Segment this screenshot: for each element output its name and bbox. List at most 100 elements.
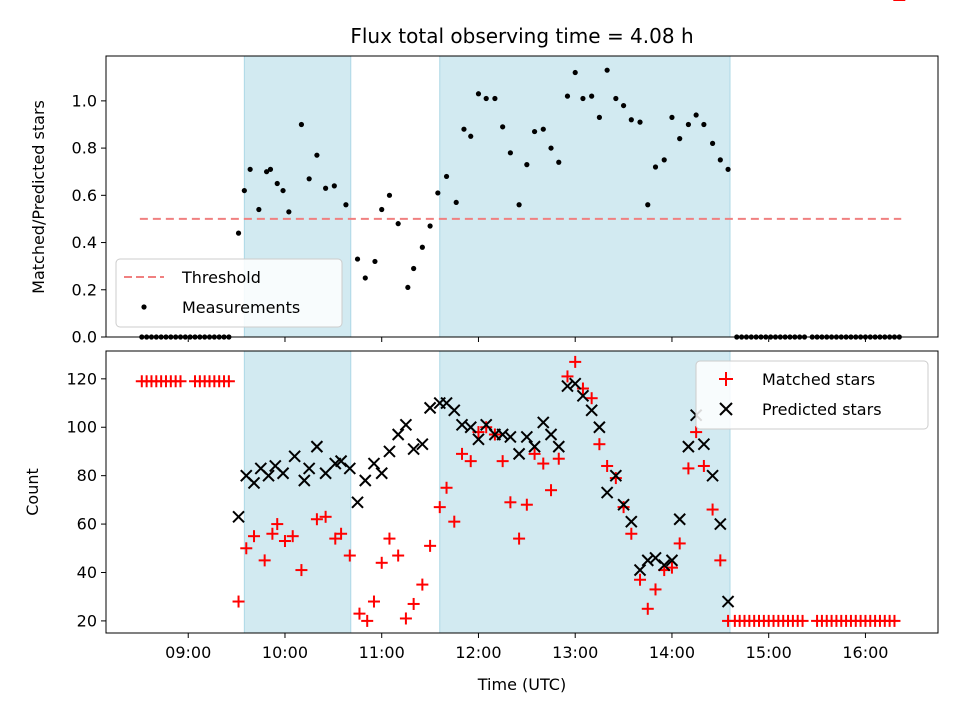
measurement-point bbox=[604, 67, 610, 73]
matched-star-point bbox=[545, 484, 558, 497]
predicted-star-point bbox=[298, 474, 311, 487]
matched-star-point bbox=[673, 537, 686, 550]
measurement-point bbox=[492, 95, 498, 102]
predicted-star-point bbox=[576, 389, 590, 402]
measurement-point bbox=[556, 159, 562, 165]
measurement-point bbox=[411, 265, 417, 272]
matched-star-point bbox=[440, 481, 453, 494]
matched-star-point bbox=[278, 535, 291, 548]
predicted-star-point bbox=[537, 416, 550, 429]
matched-star-point bbox=[399, 612, 412, 625]
measurement-point bbox=[331, 183, 337, 189]
matched-star-point bbox=[617, 501, 630, 514]
measurement-point bbox=[468, 133, 474, 139]
measurement-point bbox=[343, 202, 349, 208]
matched-star-point bbox=[343, 549, 356, 562]
top-ylabel: Matched/Predicted stars bbox=[29, 100, 48, 294]
top-y-tick-label: 0.6 bbox=[72, 186, 97, 205]
legend-predicted-label: Predicted stars bbox=[762, 400, 882, 419]
matched-star-point bbox=[601, 459, 614, 472]
measurement-point bbox=[677, 136, 683, 142]
bottom-y-tick-label: 100 bbox=[66, 418, 97, 437]
measurement-point bbox=[589, 93, 595, 99]
predicted-star-point bbox=[334, 454, 348, 468]
legend-matched-label: Matched stars bbox=[762, 370, 875, 389]
x-tick-label: 16:00 bbox=[842, 643, 888, 662]
predicted-star-point bbox=[343, 462, 357, 475]
matched-star-point bbox=[569, 355, 582, 368]
predicted-star-point bbox=[479, 418, 493, 432]
measurement-point bbox=[379, 206, 385, 213]
predicted-star-point bbox=[633, 563, 647, 577]
matched-star-point bbox=[232, 595, 245, 608]
matched-star-point bbox=[266, 527, 279, 540]
bottom-legend-box bbox=[695, 360, 929, 430]
predicted-star-point bbox=[310, 440, 324, 453]
measurement-point bbox=[354, 256, 361, 262]
measurement-point bbox=[263, 169, 270, 175]
matched-star-point bbox=[520, 498, 533, 511]
legend-predicted-swatch bbox=[719, 402, 733, 416]
matched-star-point bbox=[448, 515, 461, 528]
predicted-star-point bbox=[721, 595, 735, 608]
measurement-point bbox=[280, 187, 286, 194]
measurement-point bbox=[443, 173, 450, 180]
predicted-star-point bbox=[585, 404, 598, 417]
predicted-star-point bbox=[665, 554, 679, 567]
matched-star-point bbox=[367, 595, 380, 608]
bottom-ylabel: Count bbox=[23, 468, 42, 516]
bottom-y-tick-label: 80 bbox=[77, 466, 97, 485]
predicted-star-point bbox=[504, 430, 517, 444]
predicted-star-point bbox=[464, 421, 477, 434]
matched-star-point bbox=[383, 532, 396, 545]
matched-star-point bbox=[561, 370, 574, 383]
matched-star-point bbox=[649, 583, 662, 596]
measurement-point bbox=[362, 275, 368, 281]
measurement-point bbox=[725, 166, 731, 172]
top-axes-frame bbox=[105, 55, 939, 338]
matched-star-point bbox=[375, 556, 388, 569]
predicted-star-point bbox=[302, 462, 316, 475]
matched-star-point bbox=[392, 549, 405, 562]
matched-star-point bbox=[464, 455, 477, 468]
predicted-star-point bbox=[448, 404, 461, 417]
bottom-y-tick-label: 40 bbox=[77, 563, 97, 582]
top-y-tick-label: 1.0 bbox=[72, 91, 97, 110]
bottom-y-tick-label: 120 bbox=[66, 369, 97, 388]
measurement-point bbox=[540, 126, 546, 132]
matched-star-point bbox=[609, 472, 622, 485]
top-observing-windows bbox=[243, 55, 731, 338]
matched-star-point bbox=[625, 527, 638, 540]
matched-star-point bbox=[528, 447, 541, 460]
predicted-star-point bbox=[319, 467, 332, 480]
matched-star-point bbox=[271, 518, 284, 531]
measurement-point bbox=[435, 190, 441, 196]
measurement-point bbox=[669, 114, 675, 120]
predicted-star-point bbox=[552, 440, 565, 453]
top-y-ticks: 0.0 0.2 0.4 0.6 0.8 1.0 bbox=[72, 91, 106, 347]
measurement-point bbox=[306, 176, 312, 182]
measurement-point bbox=[685, 121, 692, 128]
measurement-point bbox=[453, 199, 459, 206]
measurement-point bbox=[247, 166, 253, 172]
top-y-tick-label: 0.0 bbox=[72, 328, 97, 347]
predicted-star-point bbox=[649, 551, 662, 565]
matched-star-point bbox=[634, 573, 647, 586]
measurement-point bbox=[405, 284, 411, 291]
bottom-observing-windows bbox=[243, 350, 731, 634]
measurement-point bbox=[701, 121, 707, 128]
matched-star-point bbox=[496, 455, 509, 468]
predicted-star-point bbox=[512, 447, 526, 461]
measurement-point bbox=[274, 180, 280, 187]
measurement-point bbox=[419, 244, 425, 250]
matched-star-point bbox=[258, 554, 271, 567]
measurement-point bbox=[645, 202, 651, 208]
predicted-star-point bbox=[561, 379, 574, 393]
bottom-predicted-points bbox=[232, 377, 735, 608]
matched-star-point bbox=[424, 539, 437, 552]
x-tick-label: 12:00 bbox=[455, 643, 501, 662]
predicted-star-point bbox=[407, 442, 420, 456]
legend-matched-swatch bbox=[719, 372, 733, 386]
matched-star-point bbox=[690, 426, 703, 439]
predicted-star-point bbox=[600, 486, 614, 499]
